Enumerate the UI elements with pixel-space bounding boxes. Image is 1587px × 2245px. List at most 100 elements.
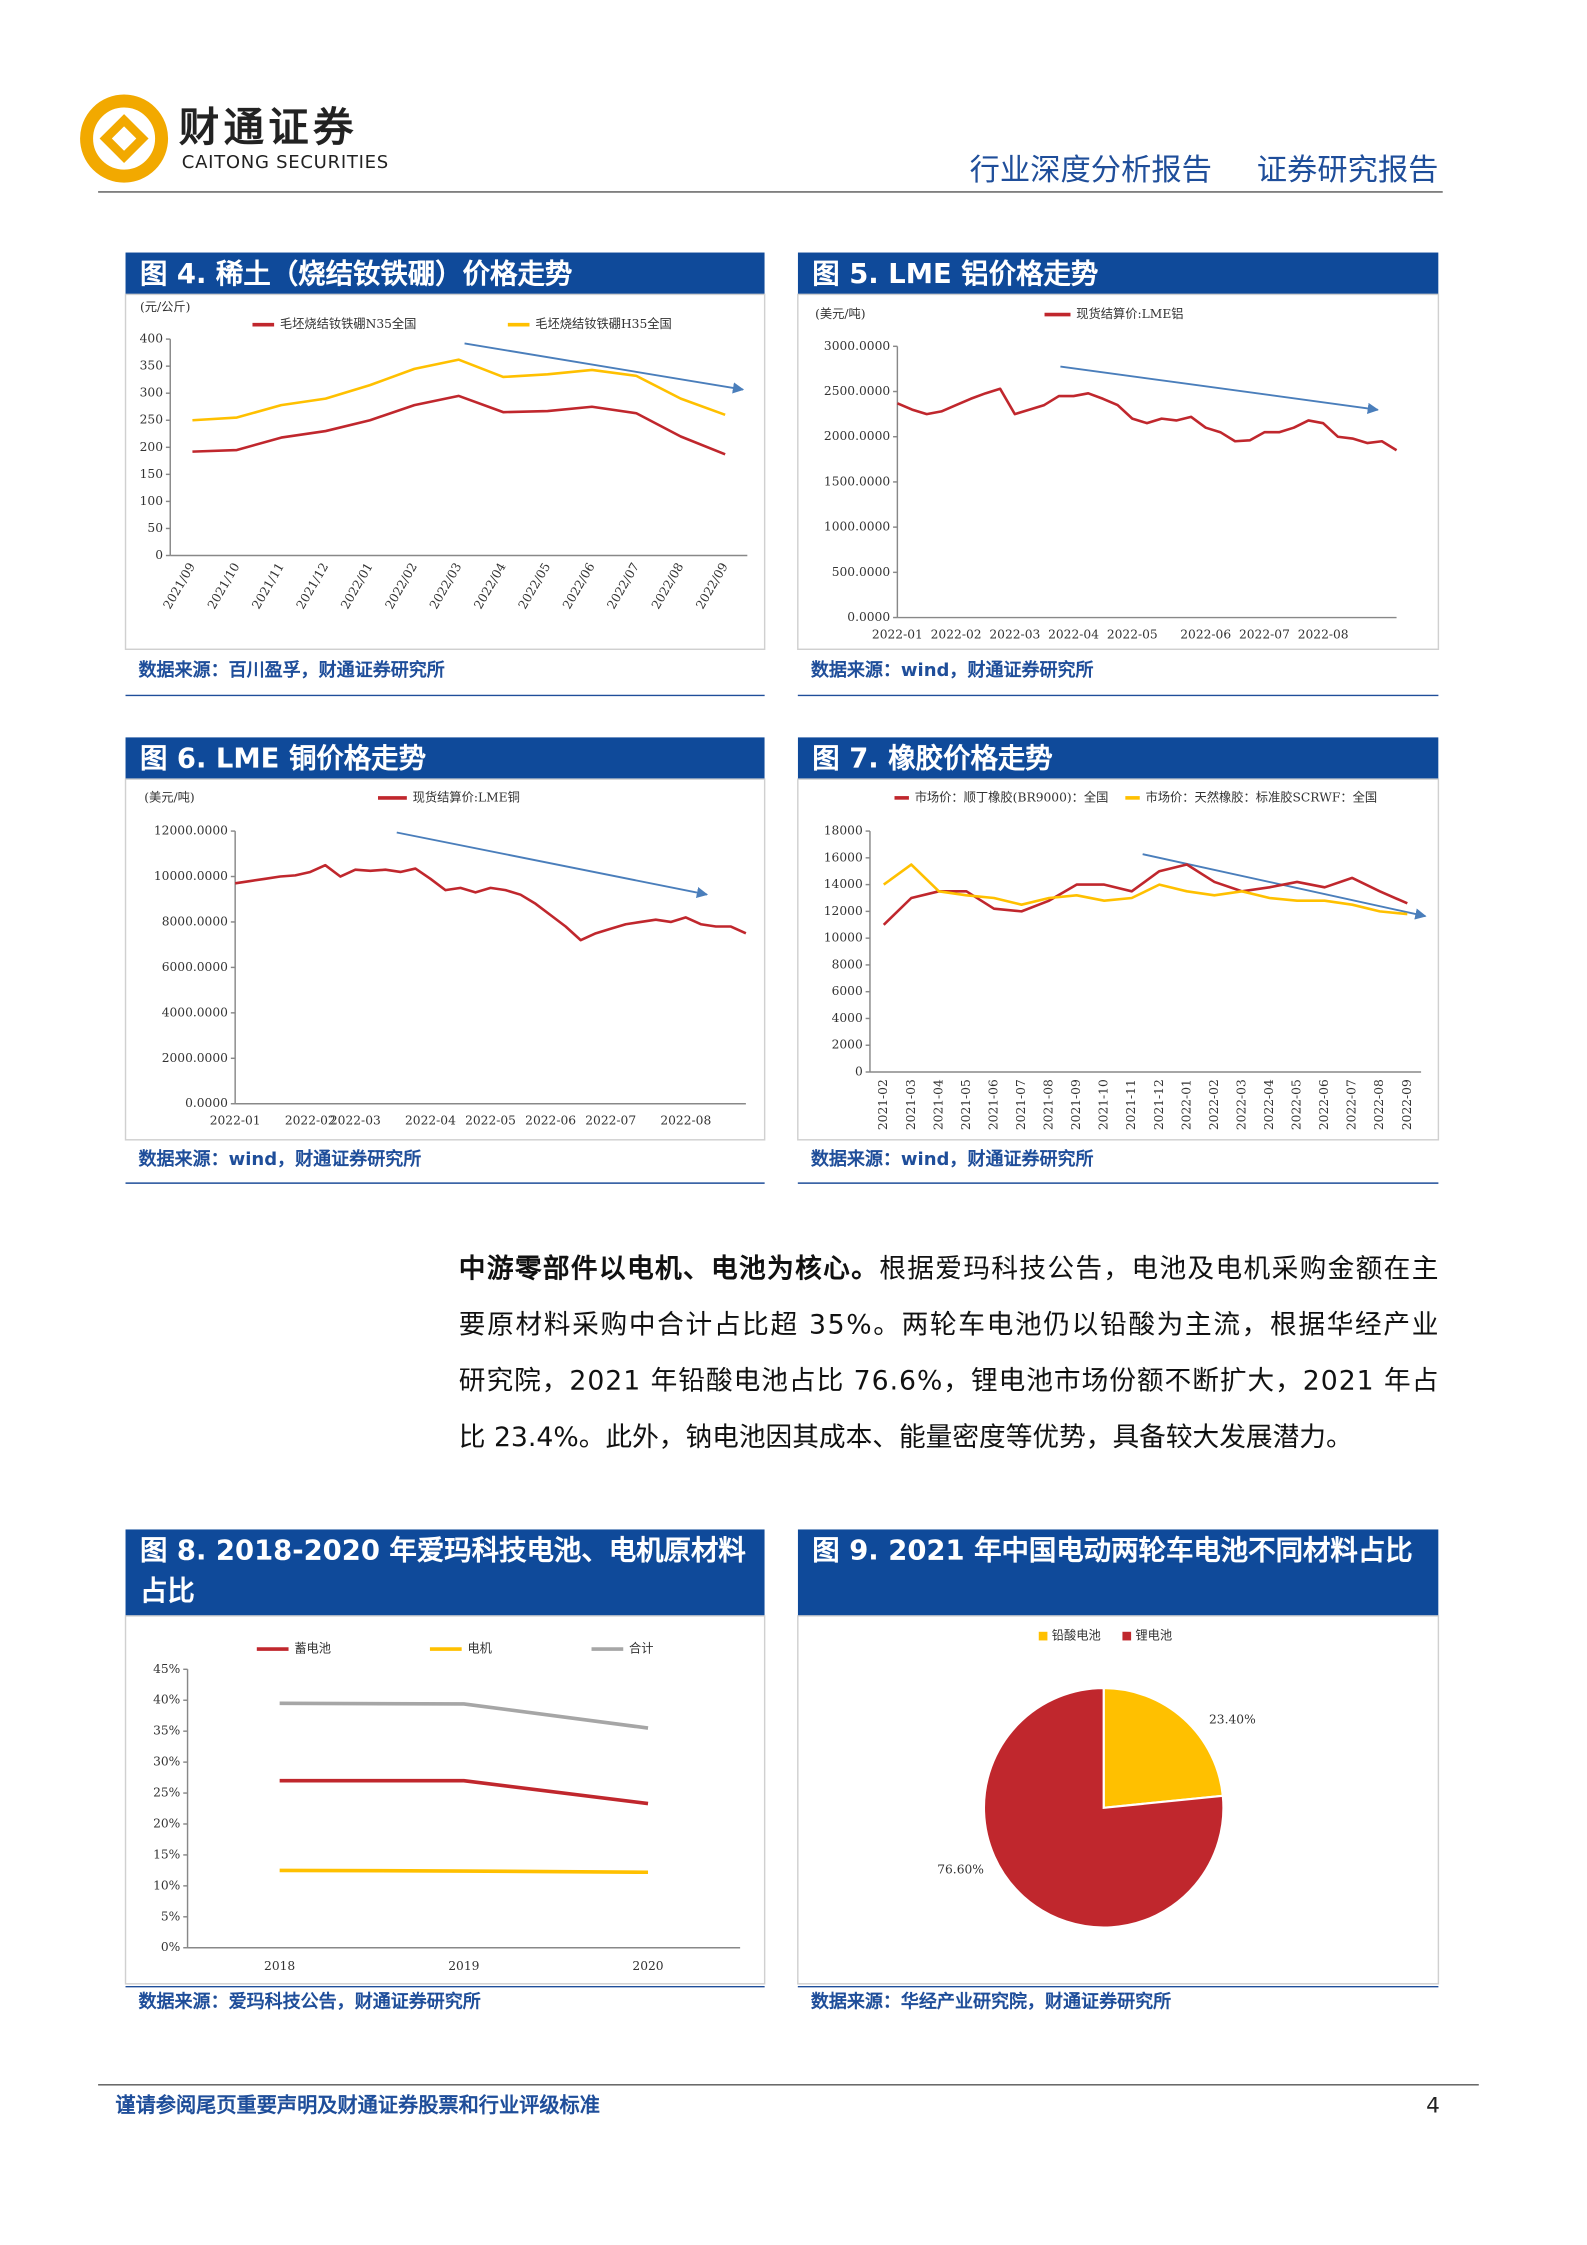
trend-arrow [464, 342, 745, 394]
y-tick-label: 4000.0000 [162, 1005, 228, 1019]
series-line [279, 1701, 649, 1730]
figure-source: 数据来源：wind，财通证券研究所 [139, 1148, 422, 1170]
x-tick-label: 2021-04 [931, 1079, 945, 1130]
paragraph-text: 根据爱玛科技公告，电池及电机采购金额在主 [879, 1253, 1438, 1284]
y-tick-label: 35% [153, 1724, 180, 1738]
y-tick-label: 12000.0000 [154, 824, 228, 838]
legend-label: 现货结算价:LME铜 [413, 789, 520, 804]
y-tick-label: 2500.0000 [824, 384, 890, 398]
legend-label: 现货结算价:LME铝 [1076, 306, 1183, 321]
pie-slice [1102, 1686, 1225, 1809]
paragraph-line: 研究院，2021 年铅酸电池占比 76.6%，锂电池市场份额不断扩大，2021 … [459, 1366, 1439, 1397]
legend-label: 电机 [467, 1642, 492, 1656]
x-tick-label: 2021-06 [986, 1079, 1000, 1130]
x-tick-label: 2022/07 [604, 560, 642, 611]
x-tick-label: 2022/05 [516, 560, 554, 611]
x-tick-label: 2022/04 [471, 560, 509, 611]
series-line [192, 394, 726, 456]
x-tick-label: 2021/11 [249, 560, 287, 611]
y-tick-label: 8000.0000 [162, 914, 228, 928]
paragraph-line: 中游零部件以电机、电池为核心。根据爱玛科技公告，电池及电机采购金额在主 [459, 1253, 1439, 1284]
y-tick-label: 0.0000 [847, 610, 890, 624]
y-tick-label: 500.0000 [832, 565, 890, 579]
report-kind: 证券研究报告 [1257, 153, 1439, 188]
x-tick-label: 2022-02 [285, 1114, 336, 1128]
logo-ring [80, 94, 169, 183]
y-tick-label: 4000 [832, 1011, 863, 1025]
legend-swatch [1122, 1631, 1132, 1641]
paragraph-lead: 中游零部件以电机、电池为核心。 [459, 1253, 878, 1284]
x-tick-label: 2022-08 [660, 1114, 711, 1128]
unit-label: (美元/吨) [815, 307, 865, 321]
paragraph-line: 比 23.4%。此外，钠电池因其成本、能量密度等优势，具备较大发展潜力。 [459, 1422, 1353, 1453]
legend-label: 蓄电池 [294, 1642, 331, 1656]
y-tick-label: 400 [140, 332, 163, 346]
footer-disclaimer: 谨请参阅尾页重要声明及财通证券股票和行业评级标准 [115, 2093, 600, 2117]
y-tick-label: 0 [855, 1065, 863, 1079]
x-tick-label: 2022/06 [560, 560, 598, 611]
report-type: 行业深度分析报告 [970, 153, 1212, 188]
x-tick-label: 2022-02 [1207, 1079, 1221, 1130]
pie-slice [982, 1686, 1225, 1929]
y-tick-label: 1500.0000 [824, 474, 890, 488]
y-tick-label: 50 [147, 521, 163, 535]
x-tick-label: 2022/01 [338, 560, 376, 611]
legend-label: 市场价：顺丁橡胶(BR9000)：全国 [915, 789, 1109, 804]
x-tick-label: 2022-03 [1234, 1079, 1248, 1130]
y-tick-label: 10% [153, 1878, 180, 1892]
x-tick-label: 2022-09 [1400, 1079, 1414, 1130]
x-tick-label: 2018 [264, 1959, 295, 1973]
y-tick-label: 6000.0000 [162, 960, 228, 974]
x-tick-label: 2022-07 [1239, 627, 1290, 641]
x-tick-label: 2022-07 [1345, 1079, 1359, 1130]
figure-title-box: 图 6. LME 铜价格走势 [125, 737, 765, 780]
figure-title: 图 5. LME 铝价格走势 [797, 252, 1439, 295]
chart-frame [797, 1615, 1440, 1985]
y-tick-label: 14000 [824, 877, 863, 891]
legend-label: 毛坯烧结钕铁硼H35全国 [535, 316, 672, 331]
logo-cn: 财通证券 [179, 104, 358, 151]
y-tick-label: 200 [140, 440, 163, 454]
data-label: 23.40% [1209, 1712, 1256, 1726]
x-tick-label: 2022-06 [1180, 627, 1231, 641]
x-tick-label: 2022-04 [405, 1114, 456, 1128]
x-tick-label: 2019 [448, 1959, 479, 1973]
x-tick-label: 2022-06 [525, 1114, 576, 1128]
figure-source: 数据来源：wind，财通证券研究所 [811, 1148, 1094, 1170]
x-tick-label: 2022-06 [1317, 1079, 1331, 1130]
series-line [279, 1778, 649, 1806]
figure-title-box: 图 8. 2018-2020 年爱玛科技电池、电机原材料占比 [125, 1529, 765, 1616]
x-tick-label: 2022-05 [1290, 1079, 1304, 1130]
x-tick-label: 2022-01 [872, 627, 923, 641]
x-tick-label: 2022-03 [989, 627, 1040, 641]
y-tick-label: 150 [140, 467, 163, 481]
unit-label: (元/公斤) [140, 300, 190, 314]
figure-title-box: 图 5. LME 铝价格走势 [797, 252, 1439, 295]
series-line [882, 863, 1408, 916]
figure-title: 图 9. 2021 年中国电动两轮车电池不同材料占比 [797, 1529, 1439, 1616]
series-line [279, 1868, 649, 1875]
y-tick-label: 2000.0000 [162, 1051, 228, 1065]
chart-frame [797, 778, 1440, 1141]
y-tick-label: 300 [140, 386, 163, 400]
trend-arrow [1060, 365, 1379, 414]
y-tick-label: 1000.0000 [824, 520, 890, 534]
chart-frame [124, 293, 766, 651]
x-tick-label: 2022-02 [931, 627, 982, 641]
chart-frame [797, 293, 1440, 651]
x-tick-label: 2021/10 [205, 560, 243, 611]
legend-label: 合计 [629, 1641, 653, 1656]
logo-core [111, 126, 137, 151]
x-tick-label: 2022-07 [585, 1114, 636, 1128]
unit-label: (美元/吨) [144, 790, 194, 804]
x-tick-label: 2022/09 [693, 560, 731, 611]
x-tick-label: 2021-02 [876, 1079, 890, 1130]
y-tick-label: 10000.0000 [154, 869, 228, 883]
y-tick-label: 10000 [824, 931, 863, 945]
y-tick-label: 100 [140, 494, 163, 508]
logo-en: CAITONG SECURITIES [182, 152, 389, 173]
x-tick-label: 2021/12 [294, 560, 332, 611]
y-tick-label: 30% [153, 1755, 180, 1769]
y-tick-label: 18000 [824, 824, 863, 838]
